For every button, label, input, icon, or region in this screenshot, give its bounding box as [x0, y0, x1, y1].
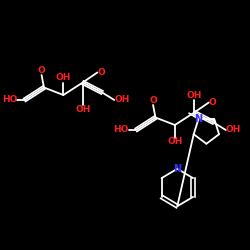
Text: OH: OH — [114, 96, 130, 104]
Text: N: N — [173, 164, 181, 174]
Text: O: O — [149, 96, 157, 105]
Text: OH: OH — [186, 91, 202, 100]
Text: OH: OH — [56, 74, 71, 82]
Text: HO: HO — [2, 96, 17, 104]
Text: N: N — [194, 114, 202, 124]
Text: O: O — [97, 68, 105, 77]
Text: OH: OH — [75, 105, 90, 114]
Text: O: O — [209, 98, 216, 107]
Text: OH: OH — [167, 138, 182, 146]
Text: O: O — [38, 66, 46, 75]
Text: OH: OH — [226, 126, 241, 134]
Text: HO: HO — [114, 126, 129, 134]
